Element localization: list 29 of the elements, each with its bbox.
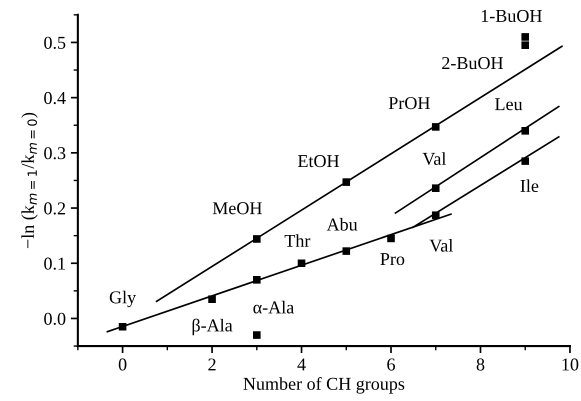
x-tick-label: 10	[562, 358, 578, 371]
annotation: PrOH	[388, 97, 430, 110]
x-tick-label: 6	[387, 358, 395, 371]
annotation: Pro	[380, 253, 404, 266]
y-tick-label: 0.1	[44, 258, 65, 270]
annotation: MeOH	[212, 202, 262, 214]
x-tick-label: 4	[297, 358, 306, 370]
annotation: β-Ala	[192, 318, 232, 336]
x-axis-title: Number of CH groups	[243, 377, 404, 394]
x-tick-label: 8	[476, 358, 484, 371]
annotation: 1-BuOH	[482, 10, 542, 22]
annotation: Ile	[520, 179, 538, 192]
annotation: Val	[429, 238, 453, 252]
y-axis-title: −ln (k$_{m=1}$/k$_{m=0}$)	[21, 112, 38, 248]
y-tick-label: 0.5	[44, 36, 66, 49]
annotation: α-Ala	[253, 300, 294, 314]
x-tick-label: 2	[208, 358, 216, 370]
annotation: Abu	[326, 218, 358, 231]
x-tick-label: 0	[118, 358, 126, 371]
annotation: 2-BuOH	[442, 57, 504, 70]
annotation: Val	[422, 152, 446, 166]
y-tick-label: 0.0	[44, 312, 66, 325]
annotation: EtOH	[298, 155, 340, 168]
annotation: Thr	[284, 234, 310, 247]
y-tick-label: 0.3	[44, 147, 66, 160]
annotation: Leu	[495, 98, 522, 110]
annotation: Gly	[110, 290, 136, 308]
y-tick-label: 0.2	[44, 202, 66, 215]
y-tick-label: 0.4	[44, 92, 66, 104]
